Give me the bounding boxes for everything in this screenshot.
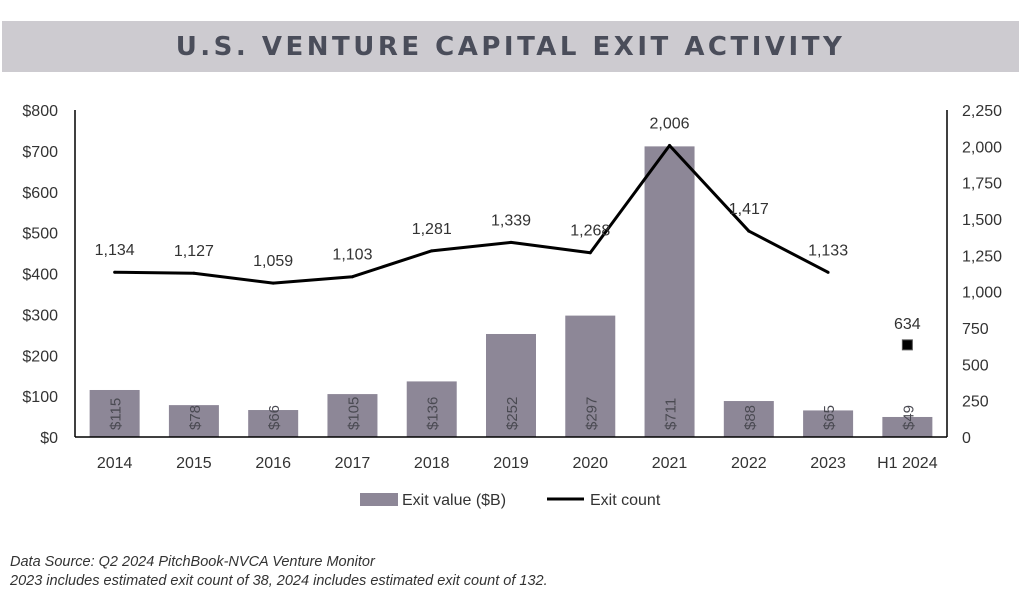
x-tick-label: 2018 bbox=[414, 455, 450, 472]
exit-count-point bbox=[509, 240, 513, 244]
bar-value-label: $49 bbox=[900, 405, 917, 430]
data-source-note: Data Source: Q2 2024 PitchBook-NVCA Vent… bbox=[10, 554, 375, 570]
y-left-tick-label: $700 bbox=[22, 144, 58, 161]
bar-value-label: $711 bbox=[663, 398, 680, 430]
y-right-tick-label: 0 bbox=[962, 430, 971, 447]
bar-h1-2024 bbox=[882, 416, 933, 437]
y-left-tick-label: $200 bbox=[22, 348, 58, 365]
y-right-tick-label: 1,000 bbox=[962, 285, 1002, 302]
exit-count-point bbox=[113, 270, 117, 274]
x-tick-label: 2014 bbox=[97, 455, 133, 472]
y-left-tick-label: $300 bbox=[22, 307, 58, 324]
exit-count-label: 1,103 bbox=[332, 247, 372, 264]
exit-count-label: 1,417 bbox=[729, 201, 769, 218]
exit-count-point bbox=[350, 275, 354, 279]
y-right-tick-label: 750 bbox=[962, 321, 989, 338]
bar-value-label: $252 bbox=[504, 397, 521, 430]
exit-count-point bbox=[271, 281, 275, 285]
bar-value-label: $136 bbox=[425, 397, 442, 430]
bar-2018 bbox=[406, 381, 457, 437]
bar-2020 bbox=[565, 315, 616, 437]
y-left-tick-label: $0 bbox=[40, 430, 58, 447]
y-right-tick-label: 2,250 bbox=[962, 103, 1002, 120]
bar-value-label: $78 bbox=[187, 405, 204, 430]
bar-2019 bbox=[486, 333, 536, 437]
exit-count-label: 2,006 bbox=[650, 115, 690, 132]
y-left-tick-label: $100 bbox=[22, 389, 58, 406]
exit-count-point bbox=[430, 249, 434, 253]
x-tick-label: 2020 bbox=[572, 455, 608, 472]
bar-value-label: $66 bbox=[266, 405, 283, 430]
exit-count-point bbox=[668, 143, 672, 147]
legend-bar-label: Exit value ($B) bbox=[402, 492, 506, 509]
x-tick-label: H1 2024 bbox=[877, 455, 938, 472]
bar-2017 bbox=[327, 394, 378, 437]
bar-value-label: $115 bbox=[108, 398, 125, 430]
bar-2015 bbox=[168, 405, 219, 437]
exit-count-label: 1,133 bbox=[808, 242, 848, 259]
y-left-tick-label: $600 bbox=[22, 185, 58, 202]
legend-bar-swatch bbox=[360, 493, 398, 506]
bar-2023 bbox=[803, 410, 854, 437]
y-right-tick-label: 1,250 bbox=[962, 248, 1002, 265]
x-tick-label: 2019 bbox=[493, 455, 529, 472]
bar-value-label: $105 bbox=[345, 397, 362, 430]
legend-line-label: Exit count bbox=[590, 492, 661, 509]
exit-count-point bbox=[826, 270, 830, 274]
bar-2022 bbox=[723, 401, 774, 437]
bar-value-label: $65 bbox=[821, 405, 838, 430]
exit-count-line bbox=[114, 143, 829, 285]
y-right-tick-label: 1,500 bbox=[962, 212, 1002, 229]
exit-count-label: 1,339 bbox=[491, 212, 531, 229]
x-tick-label: 2023 bbox=[810, 455, 846, 472]
y-right-tick-label: 2,000 bbox=[962, 139, 1002, 156]
x-tick-label: 2016 bbox=[255, 455, 291, 472]
x-tick-label: 2017 bbox=[335, 455, 371, 472]
exit-count-marker-label: 634 bbox=[894, 316, 921, 333]
y-left-tick-label: $500 bbox=[22, 226, 58, 243]
chart-title: U.S. VENTURE CAPITAL EXIT ACTIVITY bbox=[175, 31, 846, 62]
title-banner: U.S. VENTURE CAPITAL EXIT ACTIVITY bbox=[2, 21, 1019, 72]
y-right-tick-label: 500 bbox=[962, 357, 989, 374]
bar-2016 bbox=[248, 410, 299, 437]
bar-2021 bbox=[644, 146, 695, 437]
x-tick-label: 2015 bbox=[176, 455, 212, 472]
exit-count-point bbox=[192, 271, 196, 275]
exit-count-label: 1,268 bbox=[570, 223, 610, 240]
exit-count-label: 1,134 bbox=[95, 242, 135, 259]
y-right-tick-label: 250 bbox=[962, 394, 989, 411]
exit-count-label: 1,127 bbox=[174, 243, 214, 260]
exit-count-marker-h1-2024 bbox=[901, 339, 913, 351]
y-right-tick-label: 1,750 bbox=[962, 176, 1002, 193]
bar-value-label: $297 bbox=[583, 397, 600, 430]
exit-count-point bbox=[747, 229, 751, 233]
bar-value-label: $88 bbox=[742, 405, 759, 430]
exit-count-label: 1,059 bbox=[253, 253, 293, 270]
exit-count-point bbox=[588, 251, 592, 255]
x-tick-label: 2021 bbox=[652, 455, 688, 472]
y-left-tick-label: $400 bbox=[22, 267, 58, 284]
y-left-tick-label: $800 bbox=[22, 103, 58, 120]
exit-count-label: 1,281 bbox=[412, 221, 452, 238]
estimate-note: 2023 includes estimated exit count of 38… bbox=[10, 573, 548, 589]
x-tick-label: 2022 bbox=[731, 455, 767, 472]
bar-2014 bbox=[89, 389, 140, 437]
